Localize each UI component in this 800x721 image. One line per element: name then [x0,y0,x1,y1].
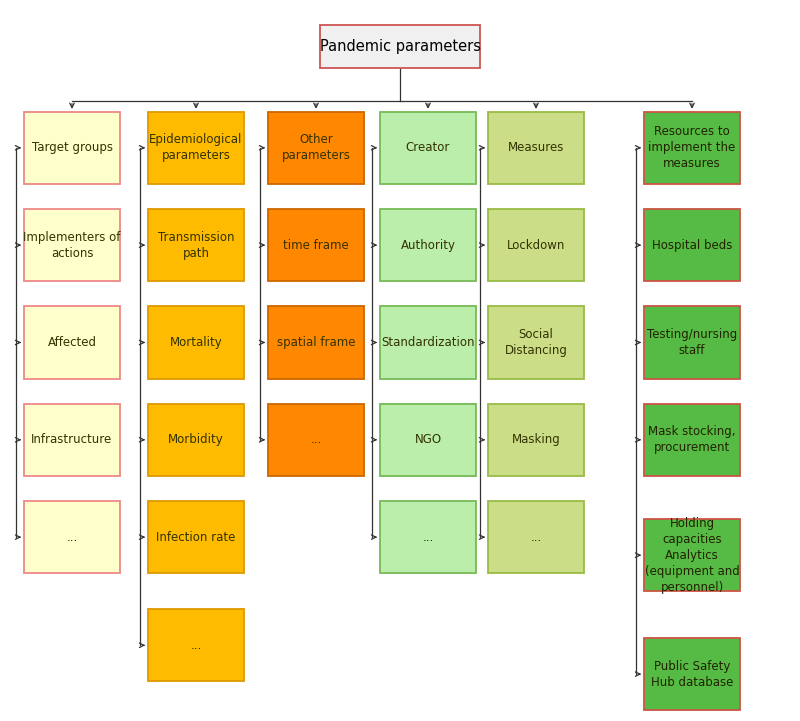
FancyBboxPatch shape [644,112,740,184]
Text: Affected: Affected [47,336,97,349]
Text: Transmission
path: Transmission path [158,231,234,260]
Text: Authority: Authority [401,239,455,252]
Text: NGO: NGO [414,433,442,446]
Text: Masking: Masking [512,433,560,446]
Text: Infrastructure: Infrastructure [31,433,113,446]
FancyBboxPatch shape [320,25,480,68]
Text: ...: ... [530,531,542,544]
FancyBboxPatch shape [24,112,120,184]
FancyBboxPatch shape [488,501,584,573]
FancyBboxPatch shape [380,501,476,573]
Text: ...: ... [422,531,434,544]
FancyBboxPatch shape [644,638,740,710]
FancyBboxPatch shape [380,306,476,379]
FancyBboxPatch shape [148,404,244,476]
FancyBboxPatch shape [268,112,364,184]
FancyBboxPatch shape [148,609,244,681]
FancyBboxPatch shape [644,209,740,281]
Text: time frame: time frame [283,239,349,252]
Text: Standardization: Standardization [382,336,474,349]
FancyBboxPatch shape [488,404,584,476]
FancyBboxPatch shape [268,306,364,379]
Text: Implementers of
actions: Implementers of actions [23,231,121,260]
FancyBboxPatch shape [148,501,244,573]
FancyBboxPatch shape [380,112,476,184]
Text: ...: ... [310,433,322,446]
FancyBboxPatch shape [268,209,364,281]
Text: Resources to
implement the
measures: Resources to implement the measures [648,125,736,170]
Text: ...: ... [190,639,202,652]
FancyBboxPatch shape [148,306,244,379]
FancyBboxPatch shape [488,209,584,281]
FancyBboxPatch shape [380,404,476,476]
FancyBboxPatch shape [488,306,584,379]
FancyBboxPatch shape [380,209,476,281]
FancyBboxPatch shape [24,404,120,476]
Text: Epidemiological
parameters: Epidemiological parameters [150,133,242,162]
Text: Creator: Creator [406,141,450,154]
Text: Infection rate: Infection rate [156,531,236,544]
FancyBboxPatch shape [148,112,244,184]
FancyBboxPatch shape [644,519,740,591]
Text: Public Safety
Hub database: Public Safety Hub database [651,660,733,689]
Text: Target groups: Target groups [31,141,113,154]
Text: spatial frame: spatial frame [277,336,355,349]
Text: Testing/nursing
staff: Testing/nursing staff [647,328,737,357]
FancyBboxPatch shape [24,501,120,573]
FancyBboxPatch shape [148,209,244,281]
FancyBboxPatch shape [644,306,740,379]
Text: Holding
capacities
Analytics
(equipment and
personnel): Holding capacities Analytics (equipment … [645,517,739,593]
Text: Lockdown: Lockdown [507,239,565,252]
Text: Measures: Measures [508,141,564,154]
Text: Mortality: Mortality [170,336,222,349]
Text: Hospital beds: Hospital beds [652,239,732,252]
Text: Other
parameters: Other parameters [282,133,350,162]
Text: Mask stocking,
procurement: Mask stocking, procurement [648,425,736,454]
Text: Morbidity: Morbidity [168,433,224,446]
FancyBboxPatch shape [24,306,120,379]
FancyBboxPatch shape [24,209,120,281]
Text: ...: ... [66,531,78,544]
FancyBboxPatch shape [268,404,364,476]
Text: Social
Distancing: Social Distancing [505,328,567,357]
FancyBboxPatch shape [644,404,740,476]
Text: Pandemic parameters: Pandemic parameters [319,40,481,54]
FancyBboxPatch shape [488,112,584,184]
